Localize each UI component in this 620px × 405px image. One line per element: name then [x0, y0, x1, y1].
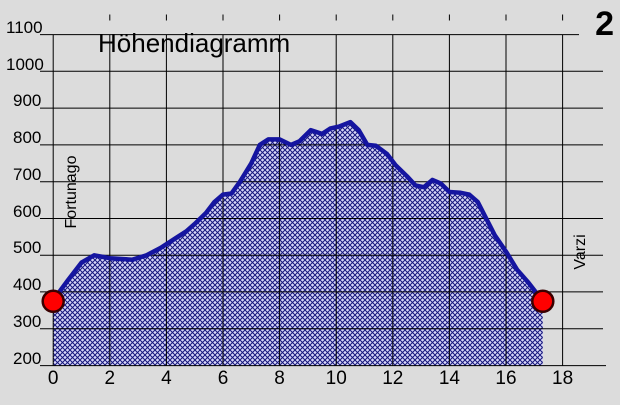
svg-text:800: 800: [13, 128, 41, 147]
svg-text:500: 500: [13, 238, 41, 257]
svg-text:6: 6: [218, 368, 229, 389]
svg-text:2: 2: [105, 368, 116, 389]
svg-text:0: 0: [48, 368, 59, 389]
svg-text:10: 10: [326, 368, 347, 389]
svg-text:14: 14: [439, 368, 461, 389]
svg-text:18: 18: [552, 368, 573, 389]
svg-text:2: 2: [595, 5, 614, 43]
svg-text:1100: 1100: [6, 18, 43, 37]
svg-text:400: 400: [13, 275, 41, 294]
svg-text:8: 8: [274, 368, 285, 389]
svg-text:16: 16: [495, 368, 516, 389]
svg-text:300: 300: [13, 312, 41, 331]
svg-text:700: 700: [13, 165, 41, 184]
svg-text:1000: 1000: [6, 55, 44, 74]
svg-text:900: 900: [13, 91, 41, 110]
svg-text:Höhendiagramm: Höhendiagramm: [98, 28, 290, 58]
svg-text:4: 4: [161, 368, 172, 389]
svg-text:Fortunago: Fortunago: [63, 155, 80, 228]
svg-text:200: 200: [13, 349, 41, 368]
svg-text:Varzi: Varzi: [572, 234, 589, 269]
svg-text:12: 12: [382, 368, 403, 389]
svg-text:600: 600: [13, 202, 41, 221]
